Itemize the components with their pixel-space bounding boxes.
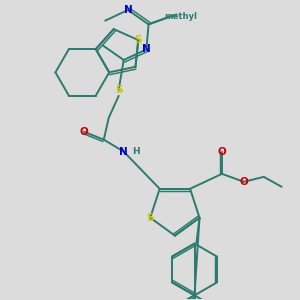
Text: H: H bbox=[132, 147, 140, 156]
Text: S: S bbox=[146, 213, 154, 223]
Text: S: S bbox=[115, 85, 122, 95]
Text: O: O bbox=[80, 127, 88, 137]
Text: S: S bbox=[134, 35, 142, 45]
Text: O: O bbox=[218, 147, 226, 157]
Text: N: N bbox=[124, 5, 132, 15]
Text: N: N bbox=[119, 147, 128, 157]
Text: N: N bbox=[142, 44, 151, 54]
Text: methyl: methyl bbox=[164, 12, 197, 21]
Text: O: O bbox=[239, 177, 248, 187]
